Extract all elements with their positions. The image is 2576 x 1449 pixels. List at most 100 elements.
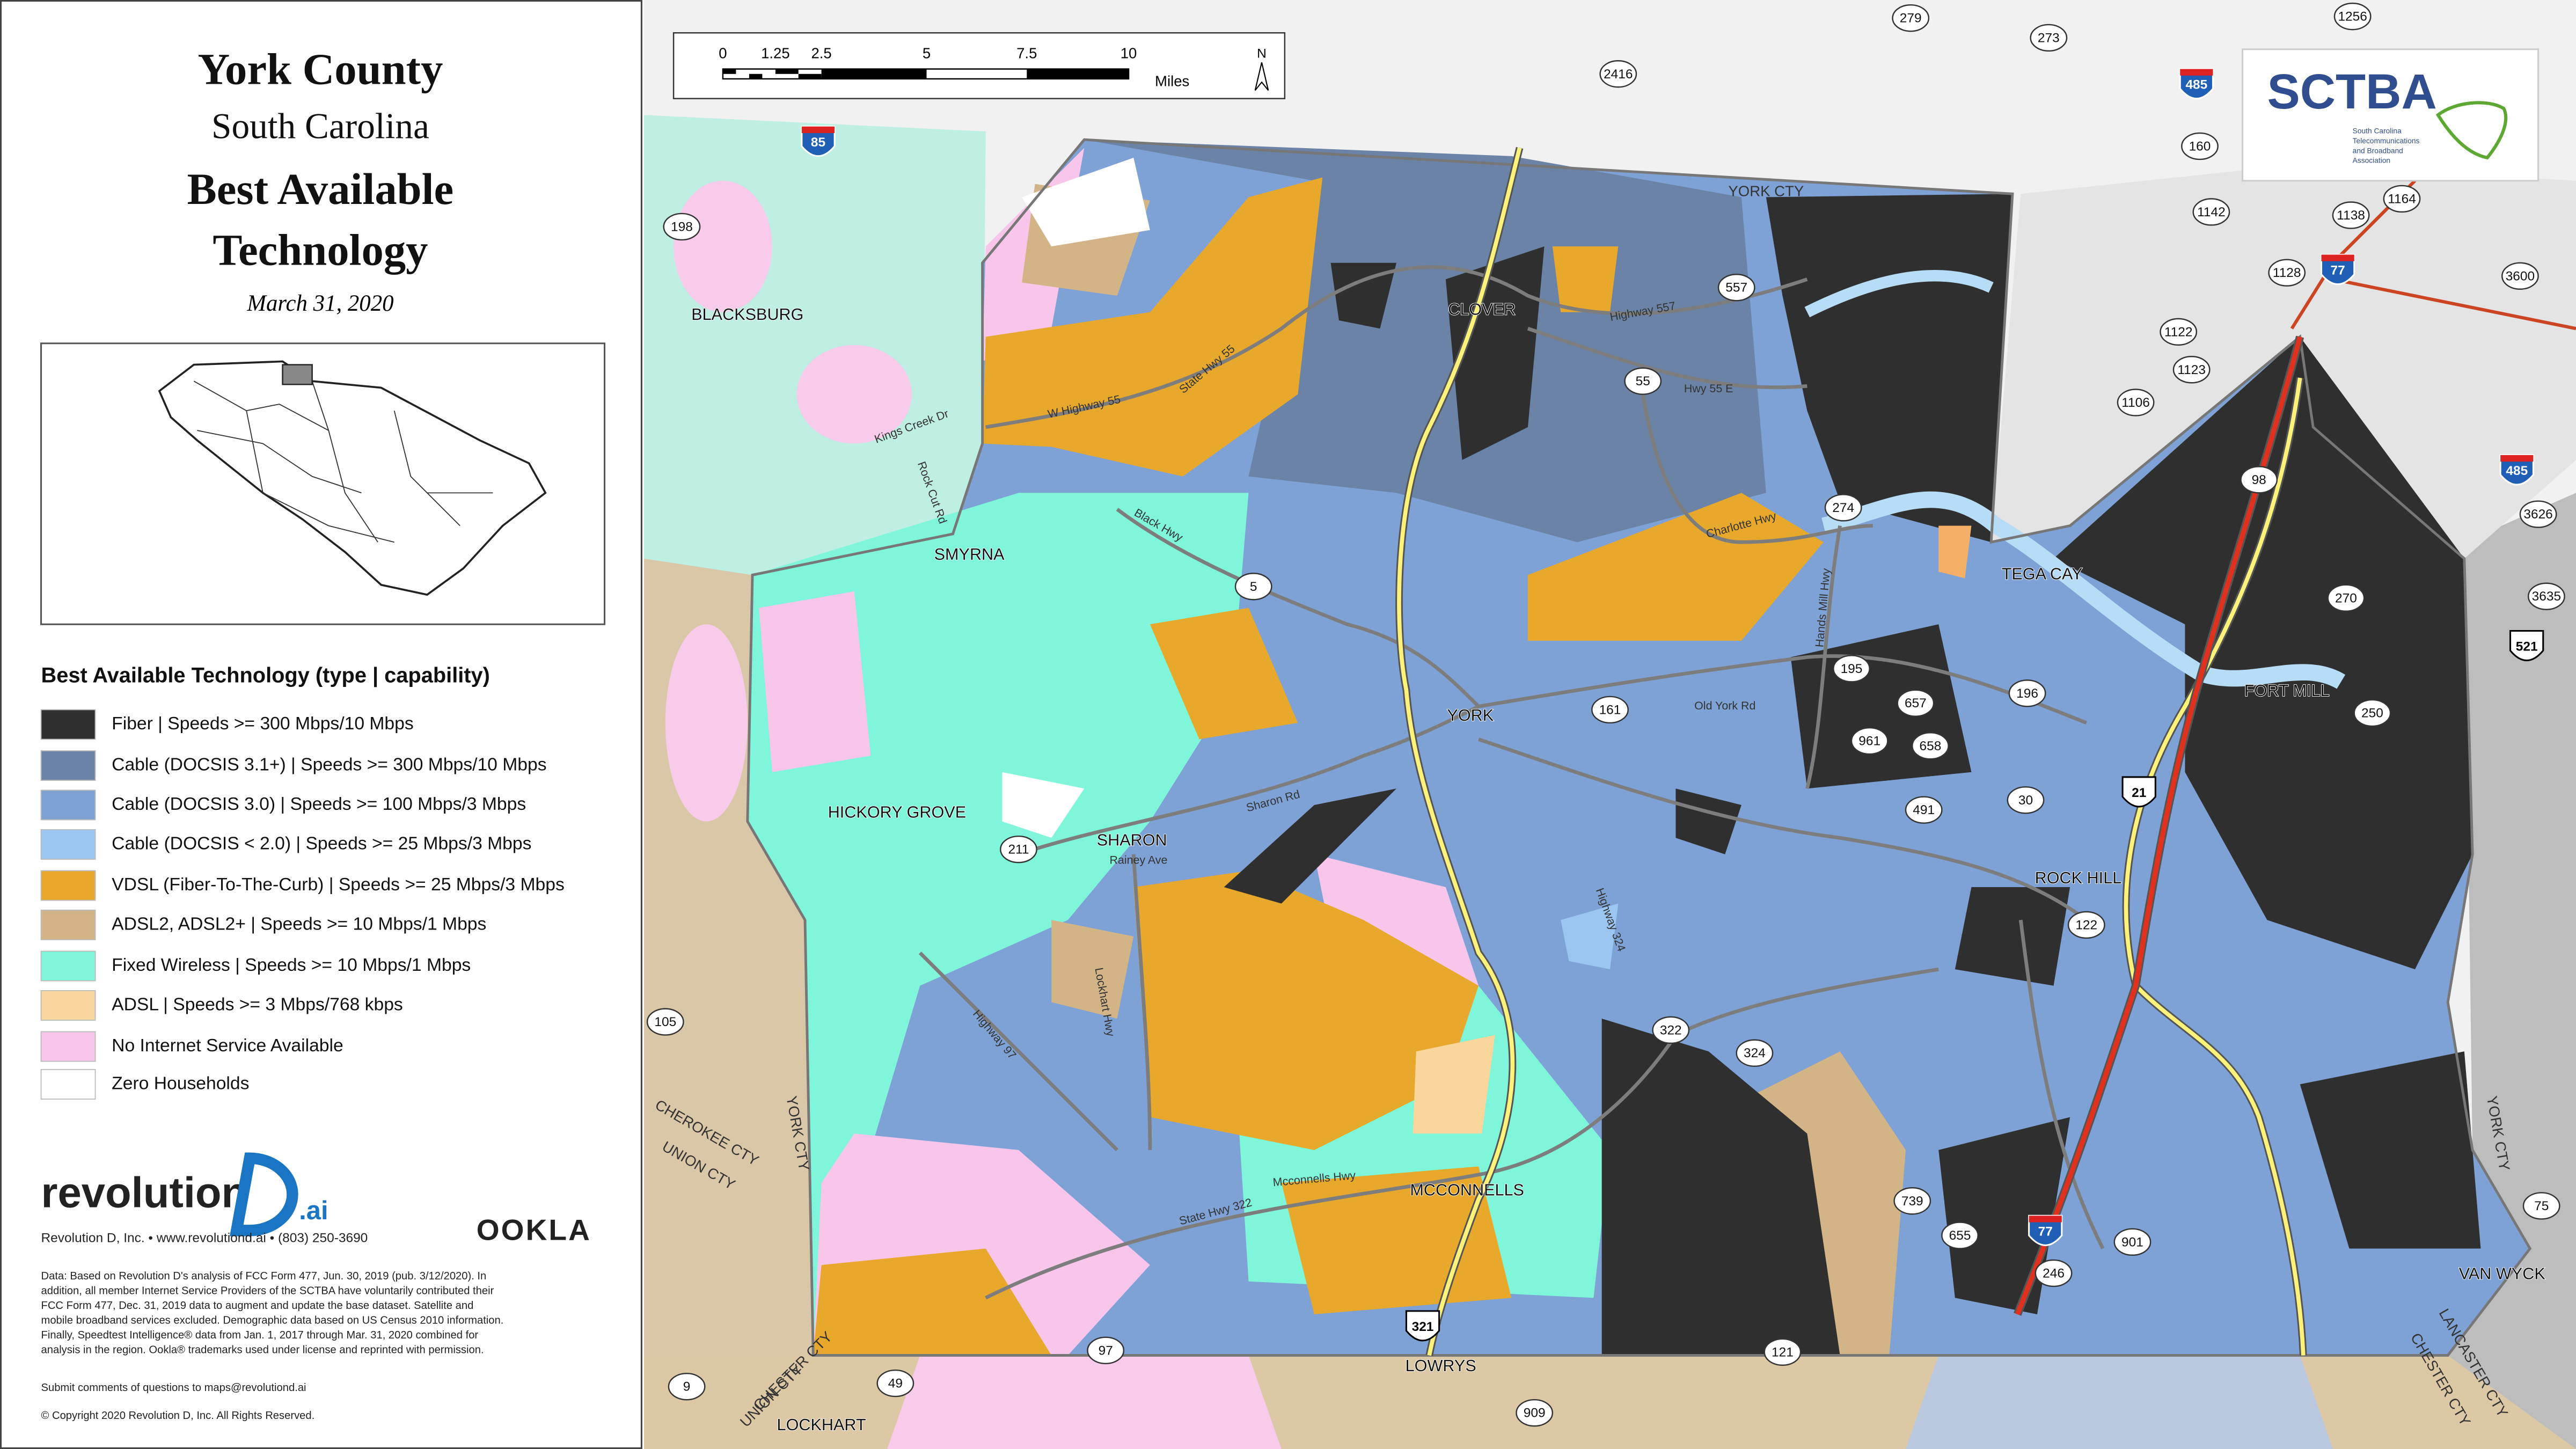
label: TEGA CAY: [2002, 565, 2083, 583]
route-label: 161: [1599, 702, 1621, 717]
route-label: 557: [1725, 281, 1747, 295]
shield-top: [2029, 1216, 2062, 1223]
route-label: 122: [2075, 918, 2097, 932]
route: 196: [2008, 679, 2046, 707]
shield-shape: [2499, 454, 2534, 486]
route-badge: [2333, 2, 2372, 31]
label: Best Available: [187, 164, 454, 214]
side-panel-shape: [193, 380, 493, 543]
route-badge: [1624, 367, 1662, 395]
route: 491: [1905, 796, 1943, 824]
county-region-shape: [1821, 491, 2346, 689]
route-badge: [1591, 696, 1629, 724]
route-badge: [1717, 273, 1755, 302]
route-badge: [2008, 679, 2046, 707]
county-region-shape: [1133, 870, 1479, 1150]
route: 98: [2240, 466, 2278, 494]
route-badge: [668, 1372, 706, 1401]
shield-shape: [2121, 776, 2156, 808]
route-badge: [2268, 259, 2306, 287]
label: Finally, Speedtest Intelligence® data fr…: [41, 1329, 479, 1341]
route-badge: [2113, 1228, 2151, 1256]
route: 3600: [2501, 262, 2539, 290]
label: 0: [719, 45, 727, 61]
shield-shape: [2179, 68, 2214, 100]
outside-region-shape: [887, 1355, 1282, 1449]
label: York County: [197, 45, 443, 94]
scale-bar-shape: [798, 74, 822, 79]
route-label: 5: [1250, 580, 1257, 594]
label: analysis in the region. Ookla® trademark…: [41, 1344, 484, 1356]
route-label: 739: [1901, 1194, 1923, 1209]
scale-bar-shape: [821, 69, 927, 79]
route-badge: [1850, 727, 1889, 755]
route: 250: [2353, 699, 2391, 727]
place-label: BLACKSBURG CLOVER SMYRNA YORK HICKORY GR…: [691, 300, 2546, 1435]
label: YORK: [1447, 706, 1494, 724]
route-badge: [663, 213, 701, 241]
route: 161: [1591, 696, 1629, 724]
route-label: 250: [2361, 706, 2383, 721]
route-label: 1106: [2121, 396, 2150, 410]
route: 30: [2007, 786, 2045, 814]
route-badge: [1912, 732, 1949, 760]
route: 5: [1234, 573, 1272, 601]
legend-swatch: [40, 789, 96, 821]
route-badge: [1905, 796, 1943, 824]
route-badge: [2172, 356, 2211, 384]
county-region-shape: [1675, 788, 1741, 854]
route-label: 3626: [2523, 507, 2552, 522]
route-label: 1142: [2197, 205, 2226, 219]
route: 75: [2522, 1192, 2560, 1220]
county-region-shape: [1224, 788, 1397, 904]
label: © Copyright 2020 Revolution D, Inc. All …: [41, 1410, 315, 1422]
route-label: 273: [2038, 31, 2060, 45]
legend-swatch: [40, 709, 96, 740]
route: 122: [2067, 911, 2105, 939]
route-badge: [2192, 198, 2230, 226]
route-label: 198: [671, 219, 693, 234]
label: Data: Based on Revolution D's analysis o…: [41, 1270, 487, 1282]
label: SMYRNA: [934, 545, 1005, 564]
route: 97: [1087, 1336, 1125, 1365]
route-badge: [1516, 1399, 1554, 1427]
route-label: 324: [1744, 1046, 1766, 1060]
label: LOCKHART: [777, 1416, 866, 1434]
route-label: 1122: [2164, 325, 2193, 339]
route-label: 55: [1636, 374, 1650, 389]
route-badge: [1000, 835, 1037, 863]
route: 1142: [2192, 198, 2230, 226]
road-shape: [1527, 327, 1807, 390]
route: 55: [1624, 367, 1662, 395]
legend: Fiber | Speeds >= 300 Mbps/10 Mbps Cable …: [40, 709, 565, 1100]
route-badge: [1824, 494, 1862, 522]
side-panel-shape: [229, 1152, 298, 1236]
county-boundary-shape: [746, 138, 2532, 1357]
route-badge: [1892, 4, 1930, 32]
county-region-shape: [1002, 772, 1085, 838]
label: Hwy 55 E: [1684, 382, 1733, 395]
route-label: 98: [2252, 473, 2266, 487]
side-panel-shape: [0, 0, 642, 1449]
route-badge: [2332, 201, 2370, 229]
route-label: 491: [1913, 803, 1935, 817]
label: 2.5: [811, 45, 831, 61]
route: 198: [663, 213, 701, 241]
route: 279: [1892, 4, 1930, 32]
route-badge: [1087, 1336, 1125, 1365]
route-label: 322: [1660, 1023, 1682, 1037]
road-shape: [1478, 737, 2088, 921]
road-shape: [1131, 854, 1152, 1150]
sctba-logo-shape: [2242, 48, 2540, 182]
route: 195: [1833, 655, 1870, 683]
label: OOKLA: [477, 1213, 591, 1246]
road-shape: [918, 952, 1119, 1152]
county-region-shape: [982, 177, 1323, 477]
legend-label: Cable (DOCSIS < 2.0) | Speeds >= 25 Mbps…: [112, 833, 531, 853]
legend-label: Cable (DOCSIS 3.1+) | Speeds >= 300 Mbps…: [112, 755, 546, 774]
scale-bar-shape: [1027, 69, 1129, 79]
route-badge: [2327, 584, 2365, 612]
route-label: 1256: [2338, 10, 2367, 24]
label: CLOVER: [1448, 301, 1516, 319]
shield-top: [801, 126, 835, 133]
